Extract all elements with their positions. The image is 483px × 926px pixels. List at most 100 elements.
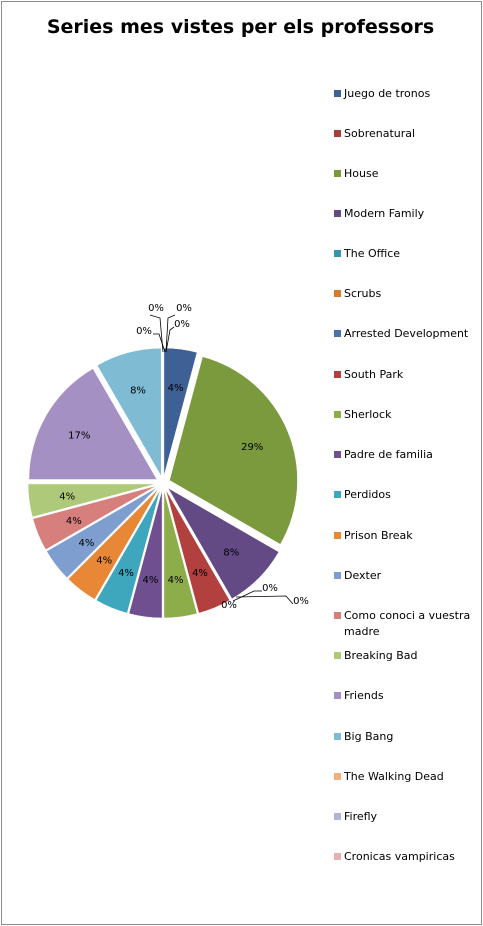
legend-swatch — [334, 572, 341, 579]
data-label-cronicas-vampiricas: 0% — [174, 319, 190, 330]
legend-label: Perdidos — [344, 488, 391, 501]
leader-line-arrested-development — [149, 314, 164, 353]
legend-label: House — [344, 167, 379, 180]
legend-item-padre-de-familia: Padre de familia — [334, 447, 480, 463]
data-label-south-park: 4% — [192, 568, 208, 579]
data-label-juego-de-tronos: 4% — [168, 383, 184, 394]
legend-swatch — [334, 773, 341, 780]
leader-line-sobrenatural — [232, 590, 262, 602]
data-label-como-conoci-a-vuestra-madre: 4% — [66, 516, 82, 527]
legend-label: Big Bang — [344, 730, 394, 743]
data-label-modern-family: 8% — [223, 547, 239, 558]
data-label-dexter: 4% — [78, 538, 94, 549]
data-label-firefly: 0% — [136, 326, 152, 337]
legend-item-the-office: The Office — [334, 246, 480, 262]
legend-swatch — [334, 612, 341, 619]
legend-swatch — [334, 371, 341, 378]
legend-label: Dexter — [344, 569, 382, 582]
data-label-the-office: 0% — [293, 596, 309, 607]
legend-swatch — [334, 813, 341, 820]
data-label-sobrenatural: 0% — [262, 583, 278, 594]
pie-slice-friends — [28, 368, 158, 480]
pie-slice-house — [169, 356, 298, 545]
legend-item-south-park: South Park — [334, 367, 480, 383]
data-label-scrubs: 0% — [221, 600, 237, 611]
legend-swatch — [334, 692, 341, 699]
legend-label: Juego de tronos — [344, 87, 431, 100]
legend-swatch — [334, 491, 341, 498]
legend-item-the-walking-dead: The Walking Dead — [334, 769, 480, 785]
chart-title: Series mes vistes per els professors — [46, 16, 435, 38]
legend-item-scrubs: Scrubs — [334, 286, 480, 302]
leader-line-firefly — [153, 333, 166, 353]
legend-item-cronicas-vampiricas: Cronicas vampiricas — [334, 849, 480, 865]
pie-slice-padre-de-familia — [128, 489, 163, 619]
legend-swatch — [334, 290, 341, 297]
data-label-breaking-bad: 4% — [59, 492, 75, 503]
leader-line-cronicas-vampiricas — [165, 326, 175, 353]
legend-swatch — [334, 853, 341, 860]
pie-slice-prison-break — [67, 488, 159, 600]
pie-slice-big-bang — [96, 347, 162, 478]
legend-item-modern-family: Modern Family — [334, 206, 480, 222]
legend-label: The Office — [344, 247, 401, 260]
pie-slice-modern-family — [167, 487, 280, 600]
data-label-friends: 17% — [68, 431, 90, 442]
legend-label: Padre de familia — [344, 448, 433, 461]
data-label-arrested-development: 0% — [148, 303, 164, 314]
legend-item-dexter: Dexter — [334, 568, 480, 584]
leader-line-the-walking-dead — [165, 314, 176, 353]
legend-item-arrested-development: Arrested Development — [334, 326, 480, 342]
legend-swatch — [334, 733, 341, 740]
legend-swatch — [334, 210, 341, 217]
legend-label: Como conoci a vuestra madre — [344, 609, 471, 638]
data-label-house: 29% — [241, 442, 263, 453]
legend-item-big-bang: Big Bang — [334, 729, 480, 745]
data-label-padre-de-familia: 4% — [142, 575, 158, 586]
legend-label: Prison Break — [344, 529, 413, 542]
pie-slice-south-park — [165, 489, 231, 614]
pie-slice-perdidos — [95, 489, 161, 614]
legend-label: Sherlock — [344, 408, 392, 421]
legend-item-firefly: Firefly — [334, 809, 480, 825]
data-label-prison-break: 4% — [96, 556, 112, 567]
legend-label: Firefly — [344, 810, 378, 823]
legend-swatch — [334, 652, 341, 659]
legend-label: Scrubs — [344, 287, 382, 300]
legend-item-juego-de-tronos: Juego de tronos — [334, 86, 480, 102]
legend-swatch — [334, 250, 341, 257]
pie-slice-breaking-bad — [27, 483, 157, 518]
data-label-the-walking-dead: 0% — [176, 303, 192, 314]
legend-label: The Walking Dead — [344, 770, 444, 783]
legend-label: Arrested Development — [344, 327, 469, 340]
legend-item-como-conoci-a-vuestra-madre: Como conoci a vuestra madre — [334, 608, 480, 640]
legend-item-sobrenatural: Sobrenatural — [334, 126, 480, 142]
legend-label: Cronicas vampiricas — [344, 850, 455, 863]
pie-slice-como-conoci-a-vuestra-madre — [32, 485, 157, 551]
legend-swatch — [334, 532, 341, 539]
legend-label: Friends — [344, 689, 384, 702]
legend-swatch — [334, 170, 341, 177]
legend-item-prison-break: Prison Break — [334, 528, 480, 544]
legend-label: Sobrenatural — [344, 127, 416, 140]
legend-label: Modern Family — [344, 207, 425, 220]
pie-slice-dexter — [46, 487, 158, 579]
data-label-perdidos: 4% — [118, 568, 134, 579]
legend-label: Breaking Bad — [344, 649, 418, 662]
legend-swatch — [334, 330, 341, 337]
legend-swatch — [334, 451, 341, 458]
pie-slice-sherlock — [163, 489, 198, 619]
legend-swatch — [334, 411, 341, 418]
legend-item-perdidos: Perdidos — [334, 487, 480, 503]
legend-swatch — [334, 130, 341, 137]
legend-label: South Park — [344, 368, 404, 381]
legend-item-friends: Friends — [334, 688, 480, 704]
legend-item-sherlock: Sherlock — [334, 407, 480, 423]
legend-swatch — [334, 90, 341, 97]
leader-line-the-office — [235, 595, 294, 605]
data-label-big-bang: 8% — [130, 386, 146, 397]
legend-item-house: House — [334, 166, 480, 182]
legend-item-breaking-bad: Breaking Bad — [334, 648, 480, 664]
data-label-sherlock: 4% — [168, 575, 184, 586]
